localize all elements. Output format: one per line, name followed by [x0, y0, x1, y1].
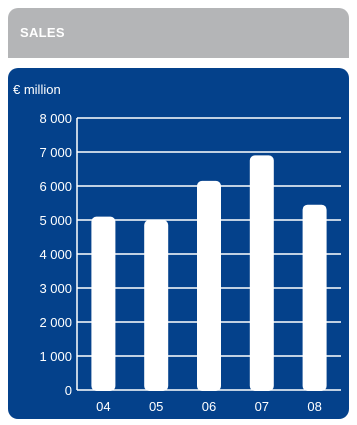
y-tick-label: 0	[65, 383, 72, 398]
bar-chart: 0 1 000 2 000 3 000 4 000 5 000 6 000 7 000 8 00…	[39, 111, 341, 414]
y-tick-label: 5 000	[39, 213, 72, 228]
y-tick-label: 2 000	[39, 315, 72, 330]
y-axis-unit-label: € million	[13, 82, 61, 97]
bar	[144, 220, 169, 391]
y-tick-label: 7 000	[39, 145, 72, 160]
y-tick-label: 3 000	[39, 281, 72, 296]
section-title: SALES	[20, 25, 65, 40]
y-tick-label: 4 000	[39, 247, 72, 262]
chart-panel: € million 0 1 000 2 000 3 000 4 000 5 000 6 00…	[8, 68, 349, 419]
y-tick-label: 1 000	[39, 349, 72, 364]
x-tick-label: 08	[307, 399, 321, 414]
x-tick-label: 07	[255, 399, 269, 414]
y-tick-label: 6 000	[39, 179, 72, 194]
x-tick-label: 04	[96, 399, 110, 414]
bar	[302, 204, 327, 391]
section-header: SALES	[8, 8, 349, 58]
bar	[91, 216, 116, 391]
bar	[197, 180, 221, 391]
x-tick-label: 05	[149, 399, 163, 414]
bar	[249, 155, 274, 391]
x-tick-label: 06	[202, 399, 216, 414]
y-tick-label: 8 000	[39, 111, 72, 126]
